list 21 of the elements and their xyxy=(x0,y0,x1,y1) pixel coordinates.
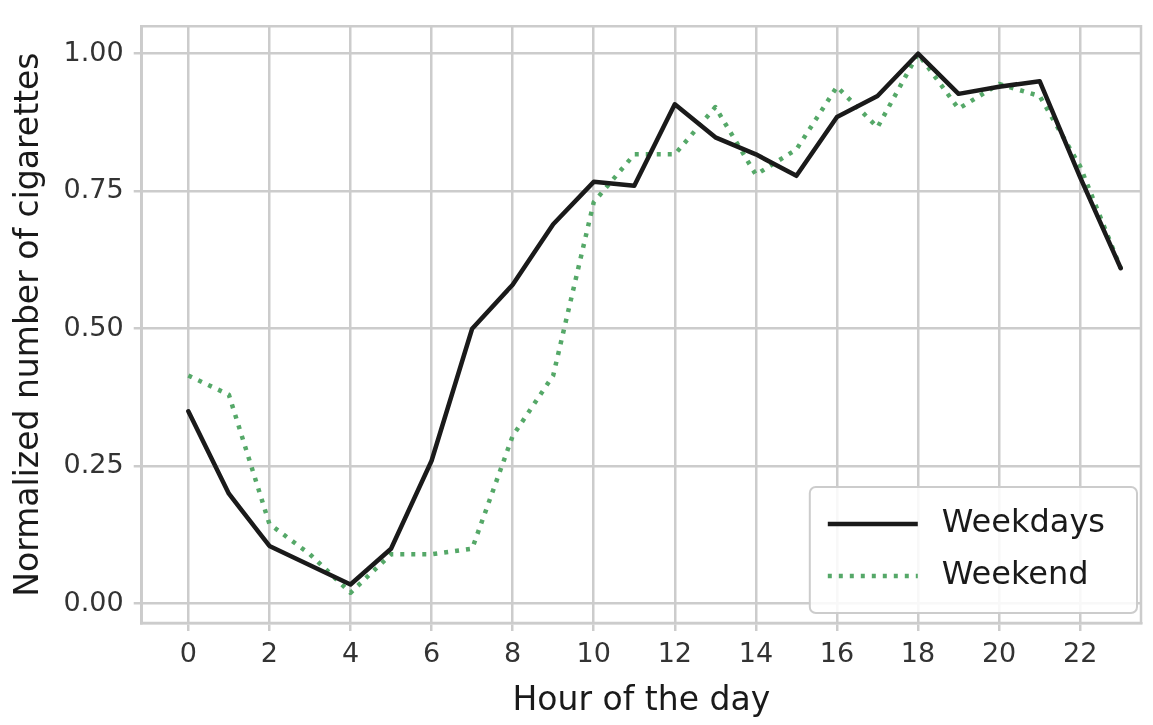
x-tick-label: 0 xyxy=(179,637,197,669)
y-tick-label: 0.50 xyxy=(63,310,124,342)
x-tick-label: 16 xyxy=(819,637,855,669)
y-tick-label: 0.25 xyxy=(63,448,124,480)
y-tick-label: 1.00 xyxy=(63,35,124,67)
x-axis-title: Hour of the day xyxy=(512,678,771,718)
y-axis-title: Normalized number of cigarettes xyxy=(7,52,47,597)
x-tick-label: 4 xyxy=(341,637,360,669)
legend-label: Weekdays xyxy=(941,502,1105,541)
x-tick-label: 6 xyxy=(422,637,441,669)
x-tick-label: 12 xyxy=(657,637,692,669)
legend-label: Weekend xyxy=(941,554,1089,593)
x-tick-label: 14 xyxy=(738,637,774,669)
x-tick-label: 10 xyxy=(576,637,611,669)
y-tick-label: 0.00 xyxy=(63,585,124,617)
x-tick-label: 20 xyxy=(981,637,1017,669)
y-tick-label: 0.75 xyxy=(63,173,124,205)
x-tick-label: 18 xyxy=(900,637,936,669)
x-tick-label: 22 xyxy=(1063,637,1098,669)
x-tick-label: 2 xyxy=(260,637,279,669)
x-tick-label: 8 xyxy=(504,637,522,669)
